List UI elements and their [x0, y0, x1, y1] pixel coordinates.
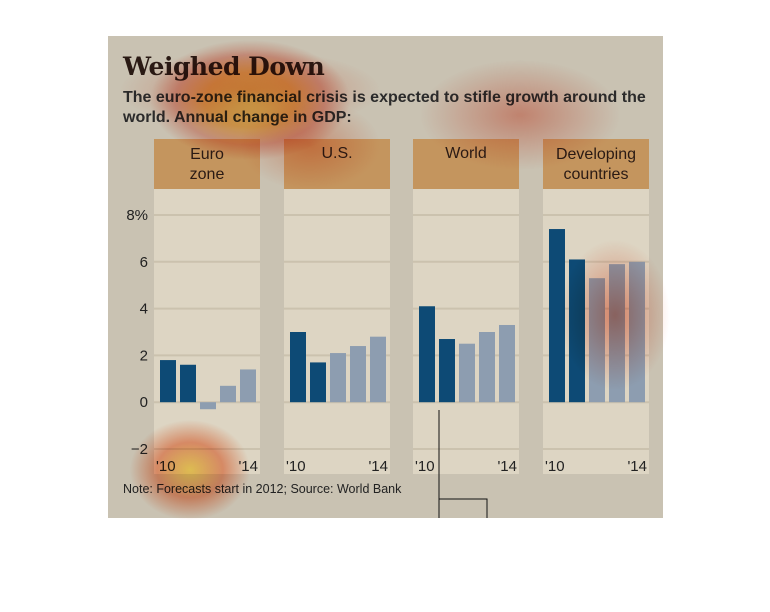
x-tick-label: '10	[286, 458, 306, 475]
x-tick-label: '10	[545, 458, 565, 475]
bar	[200, 402, 216, 410]
x-tick-label: '10	[156, 458, 176, 475]
y-tick-label: 6	[140, 254, 148, 271]
bar	[609, 264, 625, 403]
x-tick-label: '14	[627, 458, 647, 475]
bar	[370, 336, 386, 403]
panel-header	[413, 139, 519, 189]
panel-background	[154, 139, 260, 474]
bar	[290, 332, 306, 403]
bar	[479, 332, 495, 403]
panel-label: U.S.	[321, 145, 352, 162]
bar	[569, 259, 585, 403]
x-tick-label: '14	[497, 458, 517, 475]
panel-label: World	[445, 145, 487, 162]
bar	[310, 362, 326, 403]
y-tick-label: 8%	[126, 207, 148, 224]
y-tick-label: 0	[140, 394, 148, 411]
bar	[589, 278, 605, 403]
y-tick-label: 2	[140, 347, 148, 364]
bar	[549, 229, 565, 403]
bar	[350, 346, 366, 403]
bar	[499, 324, 515, 403]
bar	[240, 369, 256, 403]
bar	[629, 261, 645, 403]
y-tick-label: 4	[140, 301, 148, 318]
panel-background	[284, 139, 390, 474]
panel-label: Developing countries	[556, 146, 636, 183]
bar	[160, 360, 176, 403]
x-tick-label: '10	[415, 458, 435, 475]
bar	[419, 306, 435, 403]
panel-header	[543, 139, 649, 189]
bar	[330, 353, 346, 403]
y-tick-label: −2	[131, 441, 148, 458]
connector-line	[439, 498, 488, 518]
bar	[459, 343, 475, 403]
x-tick-label: '14	[238, 458, 258, 475]
bar	[439, 339, 455, 403]
bar	[220, 385, 236, 403]
bar	[180, 364, 196, 403]
x-tick-label: '14	[368, 458, 388, 475]
